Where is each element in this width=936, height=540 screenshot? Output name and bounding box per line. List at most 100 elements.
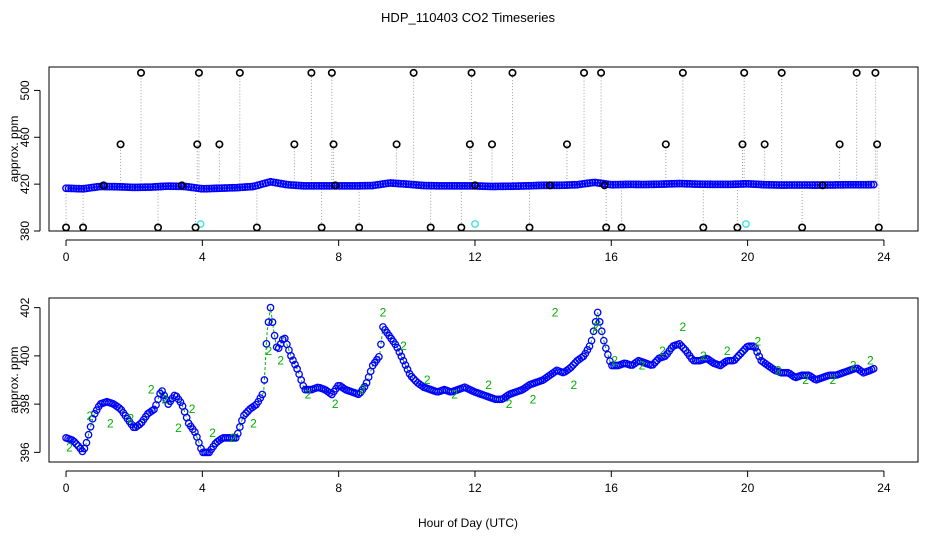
baseline-point bbox=[665, 180, 674, 188]
baseline-point bbox=[131, 183, 139, 192]
series-line bbox=[65, 307, 876, 454]
green-marker-label: 2 bbox=[700, 349, 707, 363]
baseline-point bbox=[302, 181, 311, 190]
green-marker-label: 2 bbox=[424, 373, 431, 387]
cyan-point bbox=[742, 220, 750, 228]
baseline-point bbox=[532, 181, 541, 190]
green-marker-label: 2 bbox=[107, 416, 114, 430]
baseline-point bbox=[440, 181, 449, 190]
bottom-y-tick-label: 396 bbox=[18, 442, 32, 462]
baseline-point bbox=[389, 179, 398, 188]
baseline-point bbox=[517, 182, 525, 190]
top-x-tick-label: 20 bbox=[741, 250, 755, 264]
series-point bbox=[730, 356, 739, 364]
baseline-point bbox=[557, 181, 566, 190]
green-marker-label: 2 bbox=[570, 378, 577, 392]
bottom-x-tick-label: 24 bbox=[877, 481, 891, 495]
baseline-point bbox=[777, 181, 786, 189]
spike-point bbox=[661, 140, 670, 149]
series-point bbox=[287, 352, 295, 360]
series-point bbox=[751, 343, 759, 352]
series-point bbox=[397, 352, 406, 361]
spike-point bbox=[99, 181, 108, 190]
baseline-point bbox=[241, 183, 249, 191]
spike-point bbox=[467, 68, 476, 77]
baseline-point bbox=[425, 181, 433, 190]
baseline-point bbox=[409, 180, 418, 189]
spike-point bbox=[194, 68, 203, 77]
baseline-point bbox=[803, 181, 812, 189]
baseline-point bbox=[805, 181, 814, 189]
spike-point bbox=[290, 140, 299, 149]
baseline-point bbox=[701, 180, 709, 189]
green-marker-label: 2 bbox=[230, 431, 237, 445]
series-point bbox=[264, 318, 273, 326]
top-x-tick-label: 0 bbox=[63, 250, 70, 264]
baseline-point bbox=[197, 184, 206, 193]
bottom-x-tick-label: 4 bbox=[199, 481, 206, 495]
baseline-point bbox=[289, 181, 298, 190]
green-marker-label: 2 bbox=[305, 387, 312, 401]
baseline-point bbox=[795, 181, 804, 189]
baseline-point bbox=[695, 180, 704, 189]
baseline-point bbox=[857, 180, 865, 189]
baseline-point bbox=[522, 181, 530, 190]
baseline-point bbox=[862, 180, 870, 189]
baseline-point bbox=[453, 181, 461, 190]
baseline-point bbox=[361, 181, 369, 190]
baseline-point bbox=[537, 181, 546, 190]
baseline-point bbox=[432, 181, 441, 190]
baseline-point bbox=[736, 180, 745, 188]
baseline-point bbox=[634, 180, 643, 189]
baseline-point bbox=[849, 180, 858, 189]
green-marker-label: 2 bbox=[66, 441, 73, 455]
baseline-point bbox=[294, 181, 303, 190]
baseline-point bbox=[752, 180, 761, 189]
baseline-point bbox=[412, 181, 421, 189]
spike-point bbox=[740, 68, 749, 77]
baseline-point bbox=[164, 182, 173, 191]
baseline-point bbox=[869, 180, 878, 189]
baseline-point bbox=[304, 181, 313, 190]
series-point bbox=[233, 429, 242, 438]
baseline-point bbox=[514, 182, 523, 190]
series-point bbox=[148, 407, 156, 415]
top-x-tick-label: 16 bbox=[605, 250, 619, 264]
spike-point bbox=[777, 68, 786, 77]
baseline-point bbox=[146, 183, 155, 191]
green-marker-label: 2 bbox=[380, 305, 387, 319]
baseline-point bbox=[811, 181, 819, 189]
baseline-point bbox=[836, 180, 845, 189]
baseline-point bbox=[742, 179, 750, 188]
series-point bbox=[360, 382, 369, 391]
baseline-point bbox=[72, 184, 81, 193]
top-y-axis-title: approx. ppm bbox=[7, 116, 21, 183]
series-point bbox=[86, 422, 95, 431]
baseline-point bbox=[202, 184, 211, 193]
series-point bbox=[231, 434, 240, 442]
baseline-point bbox=[448, 181, 456, 190]
spike-point bbox=[562, 140, 571, 149]
spike-point bbox=[327, 68, 336, 77]
baseline-point bbox=[126, 183, 134, 192]
green-marker-label: 2 bbox=[829, 373, 836, 387]
bottom-x-tick-label: 20 bbox=[741, 481, 755, 495]
top-x-axis: 0 4 8 12 16 20 24 bbox=[63, 239, 891, 264]
baseline-point bbox=[233, 183, 242, 192]
series-point bbox=[235, 423, 244, 431]
green-marker-label: 2 bbox=[332, 397, 339, 411]
baseline-point bbox=[611, 180, 620, 189]
baseline-point bbox=[846, 180, 855, 189]
green-marker-label: 2 bbox=[265, 344, 272, 358]
baseline-point bbox=[327, 181, 336, 190]
baseline-point bbox=[419, 181, 428, 190]
spike-point bbox=[508, 68, 517, 77]
series-point bbox=[250, 402, 259, 410]
green-marker-label: 2 bbox=[400, 339, 407, 353]
baseline-point bbox=[353, 181, 362, 190]
cyan-point bbox=[196, 220, 205, 228]
baseline-point bbox=[67, 184, 76, 193]
baseline-point bbox=[118, 183, 127, 191]
baseline-point bbox=[504, 182, 513, 191]
baseline-point bbox=[320, 181, 329, 190]
